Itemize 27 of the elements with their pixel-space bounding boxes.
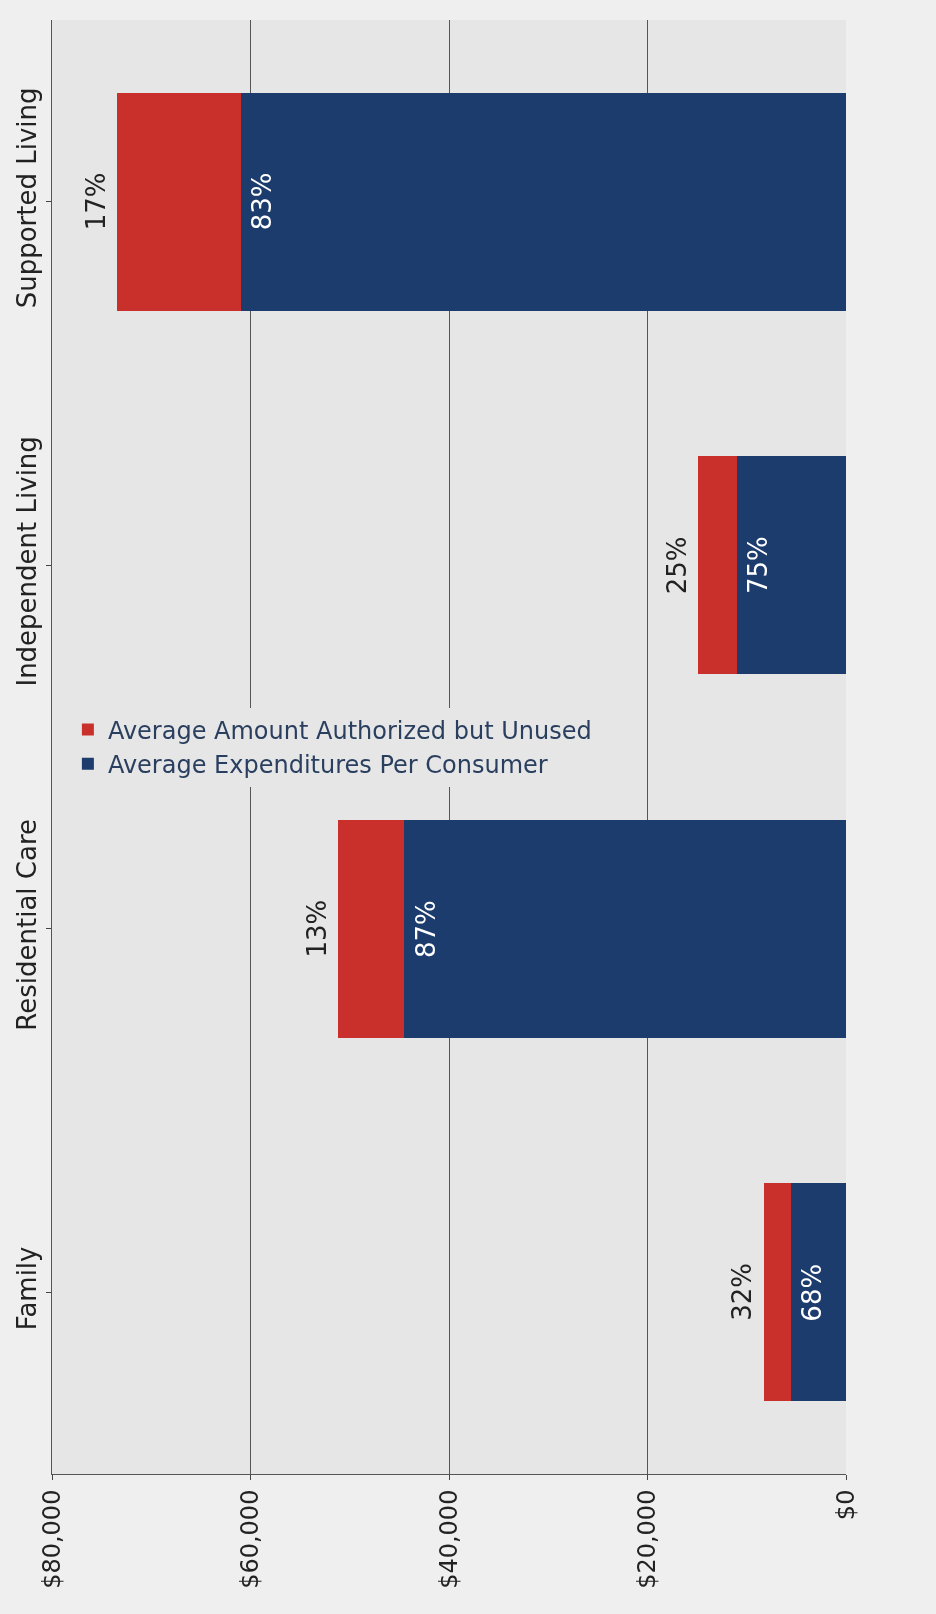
bar — [698, 456, 737, 675]
annotation: 13% — [302, 899, 333, 958]
bar — [736, 456, 846, 675]
legend-label: Average Expenditures Per Consumer — [107, 751, 548, 780]
bar — [116, 92, 241, 311]
annotation: 25% — [661, 536, 692, 595]
x-tick-label: $20,000 — [633, 1489, 662, 1589]
y-tick-label: Supported Living — [11, 87, 42, 309]
y-tick-label: Residential Care — [11, 819, 42, 1031]
legend-label: Average Amount Authorized but Unused — [107, 716, 592, 745]
annotation: 17% — [80, 172, 111, 231]
annotation: 68% — [797, 1263, 828, 1322]
annotation: 83% — [246, 172, 277, 231]
x-tick-label: $60,000 — [236, 1489, 265, 1589]
bar — [404, 819, 846, 1038]
bar — [337, 819, 405, 1038]
annotation: 75% — [742, 536, 773, 595]
annotation: 87% — [410, 900, 441, 959]
bar — [791, 1183, 846, 1402]
x-tick-label: $0 — [831, 1489, 860, 1521]
y-tick-label: Independent Living — [11, 436, 42, 687]
annotation: 32% — [727, 1263, 758, 1321]
x-tick-label: $80,000 — [37, 1489, 66, 1589]
y-tick-label: Family — [11, 1246, 42, 1331]
x-tick-label: $40,000 — [434, 1489, 463, 1589]
bar — [240, 92, 846, 311]
bar — [763, 1183, 792, 1402]
